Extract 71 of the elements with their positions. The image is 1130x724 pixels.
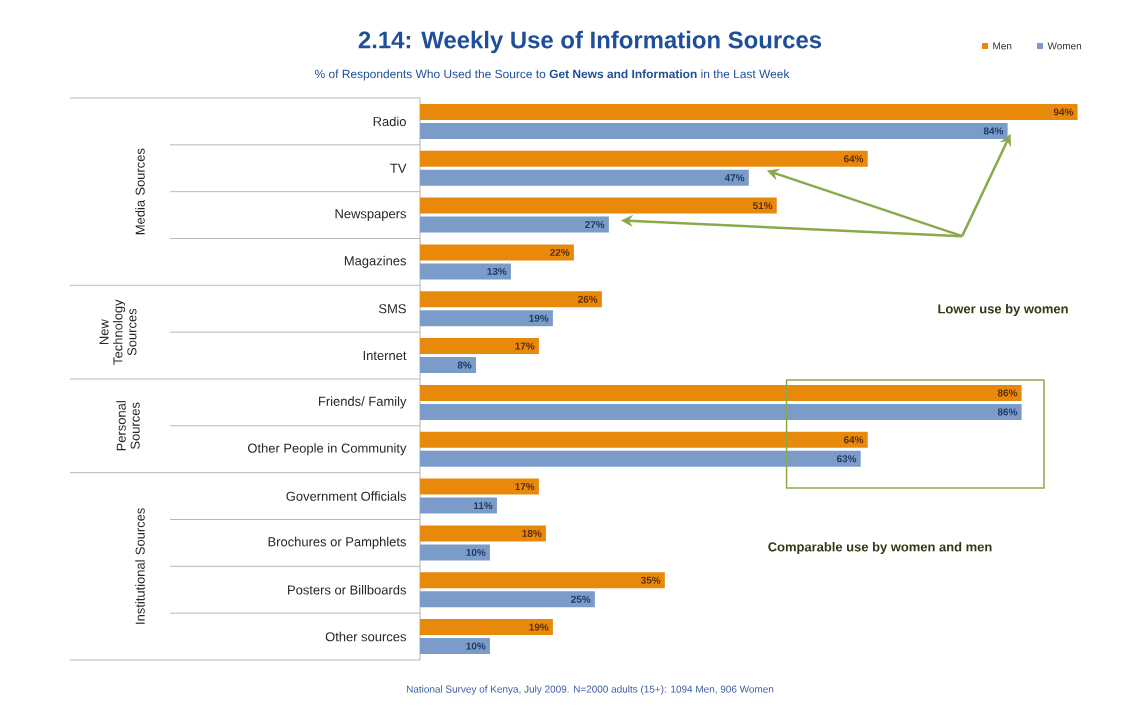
text: Institutional Sources xyxy=(135,508,145,624)
y-tick-label: Radio xyxy=(373,116,406,127)
bar xyxy=(420,544,490,561)
data-label: 11% xyxy=(473,502,493,510)
data-label: 47% xyxy=(724,174,745,182)
bar xyxy=(420,497,497,514)
data-label: 18% xyxy=(522,529,542,537)
data-label: 63% xyxy=(836,455,857,463)
data-label: 13% xyxy=(487,267,507,275)
bar xyxy=(420,591,595,608)
data-label: 8% xyxy=(457,361,472,369)
y-tick-label: Other sources xyxy=(325,631,406,642)
bar xyxy=(420,638,490,655)
chart-title: 2.14: Weekly Use of Information Sources xyxy=(358,30,822,54)
y-tick-label: TV xyxy=(390,163,407,173)
text: New Technology Sources xyxy=(99,299,137,365)
y-tick-label: Internet xyxy=(363,351,407,361)
y-tick-label: Friends/ Family xyxy=(319,396,407,409)
chart-subtitle: % of Respondents Who Used the Source to Get News and Information in the Last Week xyxy=(314,69,790,81)
bar xyxy=(420,244,574,261)
data-label: 64% xyxy=(843,436,864,444)
data-label: 86% xyxy=(997,408,1018,416)
data-label: 64% xyxy=(843,155,864,163)
data-label: 35% xyxy=(640,576,661,584)
y-tick-label: Magazines xyxy=(344,255,407,268)
text: Media Sources xyxy=(135,148,145,235)
bar xyxy=(420,384,1022,401)
bar xyxy=(420,291,602,308)
legend-label: Men xyxy=(993,42,1012,50)
bar xyxy=(420,619,553,636)
data-label: 51% xyxy=(752,202,773,210)
text: National Survey of Kenya, July 2009. N=2000 adults (15+): 1094 Men, 906 Women xyxy=(406,685,774,695)
data-label: 17% xyxy=(515,342,535,350)
data-label: 84% xyxy=(983,127,1004,135)
bar xyxy=(420,525,546,542)
bar xyxy=(420,263,511,280)
data-label: 10% xyxy=(466,548,486,556)
data-label: 25% xyxy=(571,595,591,603)
bar xyxy=(420,197,777,214)
annotation: Lower use by women xyxy=(938,303,1068,317)
data-label: 17% xyxy=(515,483,535,491)
data-label: 27% xyxy=(585,221,605,229)
data-label: 86% xyxy=(997,389,1018,397)
y-tick-label: Government Officials xyxy=(286,491,407,501)
y-tick-label: Other People in Community xyxy=(248,443,407,456)
y-tick-label: Brochures or Pamphlets xyxy=(268,536,406,549)
data-label: 94% xyxy=(1053,108,1074,116)
bar xyxy=(420,450,861,467)
bar xyxy=(420,122,1008,139)
bar xyxy=(420,169,749,186)
y-tick-label: Newspapers xyxy=(335,209,407,221)
data-label: 19% xyxy=(529,623,549,631)
bar xyxy=(420,103,1078,120)
data-label: 10% xyxy=(466,642,486,650)
bar xyxy=(420,150,868,167)
y-tick-label: Posters or Billboards xyxy=(288,584,406,595)
bar xyxy=(420,572,665,589)
data-label: 22% xyxy=(550,248,570,256)
y-tick-label: SMS xyxy=(379,304,406,314)
bar xyxy=(420,403,1022,420)
data-label: 26% xyxy=(578,295,598,303)
text: Personal Sources xyxy=(116,401,140,451)
bar xyxy=(420,431,868,448)
legend-label: Women xyxy=(1047,42,1082,50)
bar xyxy=(420,216,609,233)
data-label: 19% xyxy=(529,314,549,322)
annotation: Comparable use by women and men xyxy=(768,541,992,555)
bar xyxy=(420,357,476,374)
bar xyxy=(420,478,539,495)
bar xyxy=(420,338,539,355)
bar xyxy=(420,310,553,327)
